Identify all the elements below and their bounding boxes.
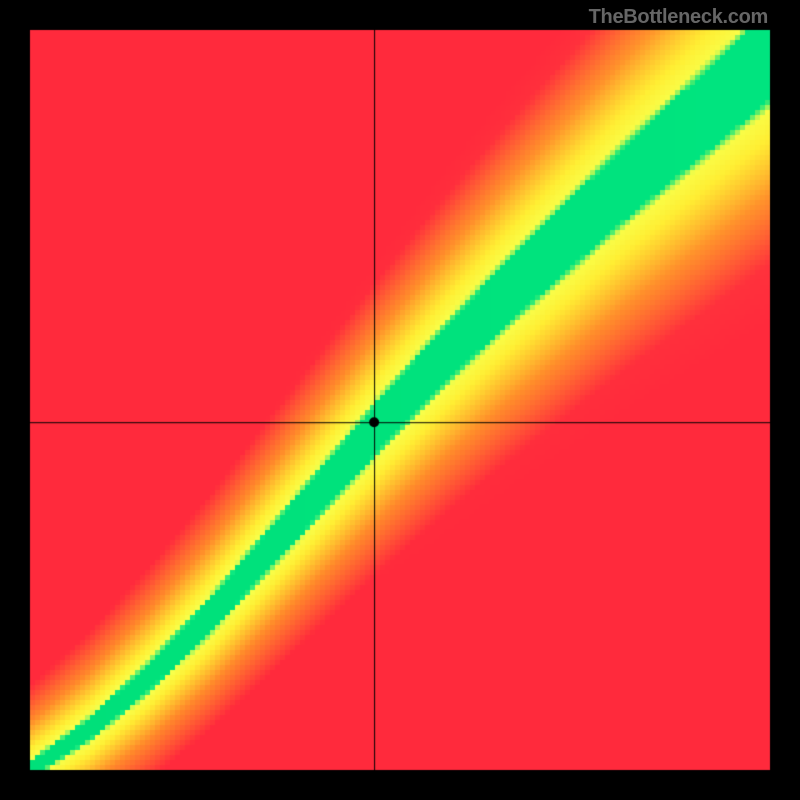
heatmap-canvas (0, 0, 800, 800)
chart-container: TheBottleneck.com (0, 0, 800, 800)
watermark-text: TheBottleneck.com (589, 6, 768, 29)
